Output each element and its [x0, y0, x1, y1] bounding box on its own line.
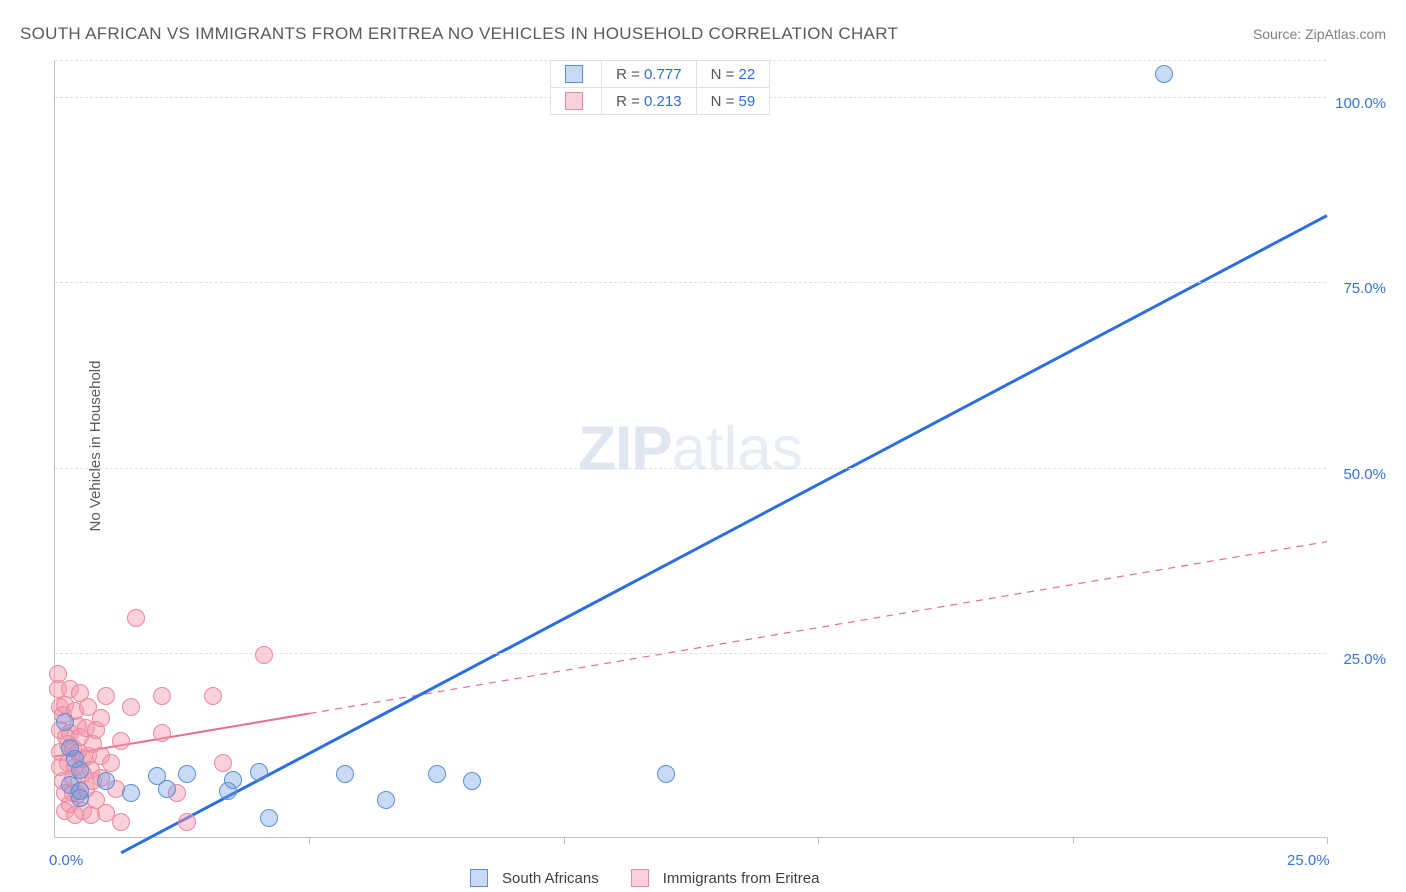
correlation-legend: R = 0.777N = 22R = 0.213N = 59 — [550, 60, 770, 115]
gridline — [55, 282, 1326, 283]
series-legend: South Africans Immigrants from Eritrea — [470, 869, 841, 887]
pink-point — [153, 687, 171, 705]
legend-swatch — [565, 65, 583, 83]
blue-point — [71, 761, 89, 779]
blue-point — [178, 765, 196, 783]
legend-swatch-cell — [551, 88, 602, 115]
blue-point — [158, 780, 176, 798]
y-tick-label: 50.0% — [1343, 466, 1386, 483]
legend-n-cell: N = 22 — [696, 61, 770, 88]
blue-point — [336, 765, 354, 783]
x-tick-label: 0.0% — [49, 852, 83, 869]
pink-point — [153, 724, 171, 742]
blue-point — [56, 713, 74, 731]
pink-point — [255, 646, 273, 664]
y-tick-label: 100.0% — [1335, 95, 1386, 112]
legend-series-label: Immigrants from Eritrea — [663, 870, 820, 887]
trend-line — [309, 542, 1327, 714]
blue-point — [428, 765, 446, 783]
legend-series-label: South Africans — [502, 870, 599, 887]
x-tick — [309, 837, 310, 844]
pink-point — [127, 609, 145, 627]
pink-point — [214, 754, 232, 772]
blue-point — [463, 772, 481, 790]
legend-swatch — [631, 869, 649, 887]
blue-point — [250, 763, 268, 781]
trend-line — [121, 216, 1327, 853]
blue-point — [657, 765, 675, 783]
x-tick — [818, 837, 819, 844]
legend-swatch — [565, 92, 583, 110]
blue-point — [122, 784, 140, 802]
blue-point — [377, 791, 395, 809]
pink-point — [102, 754, 120, 772]
pink-point — [178, 813, 196, 831]
legend-swatch-cell — [551, 61, 602, 88]
gridline — [55, 468, 1326, 469]
legend-swatch — [470, 869, 488, 887]
chart-title: SOUTH AFRICAN VS IMMIGRANTS FROM ERITREA… — [20, 24, 898, 44]
blue-point — [1155, 65, 1173, 83]
pink-point — [112, 813, 130, 831]
legend-r-cell: R = 0.777 — [602, 61, 696, 88]
blue-point — [71, 782, 89, 800]
gridline — [55, 653, 1326, 654]
x-tick — [1327, 837, 1328, 844]
x-tick — [564, 837, 565, 844]
legend-r-cell: R = 0.213 — [602, 88, 696, 115]
source-label: Source: — [1253, 26, 1305, 42]
blue-point — [97, 772, 115, 790]
pink-point — [122, 698, 140, 716]
pink-point — [92, 709, 110, 727]
pink-point — [97, 687, 115, 705]
legend-n-cell: N = 59 — [696, 88, 770, 115]
y-tick-label: 75.0% — [1343, 280, 1386, 297]
blue-point — [224, 771, 242, 789]
source-credit: Source: ZipAtlas.com — [1253, 26, 1386, 42]
trend-lines-layer — [55, 60, 1326, 837]
source-link[interactable]: ZipAtlas.com — [1305, 26, 1386, 42]
y-tick-label: 25.0% — [1343, 651, 1386, 668]
x-tick — [1073, 837, 1074, 844]
x-tick-label: 25.0% — [1287, 852, 1330, 869]
chart-plot-area: ZIPatlas 25.0%50.0%75.0%100.0%0.0%25.0% — [54, 60, 1326, 838]
pink-point — [204, 687, 222, 705]
blue-point — [260, 809, 278, 827]
pink-point — [112, 732, 130, 750]
